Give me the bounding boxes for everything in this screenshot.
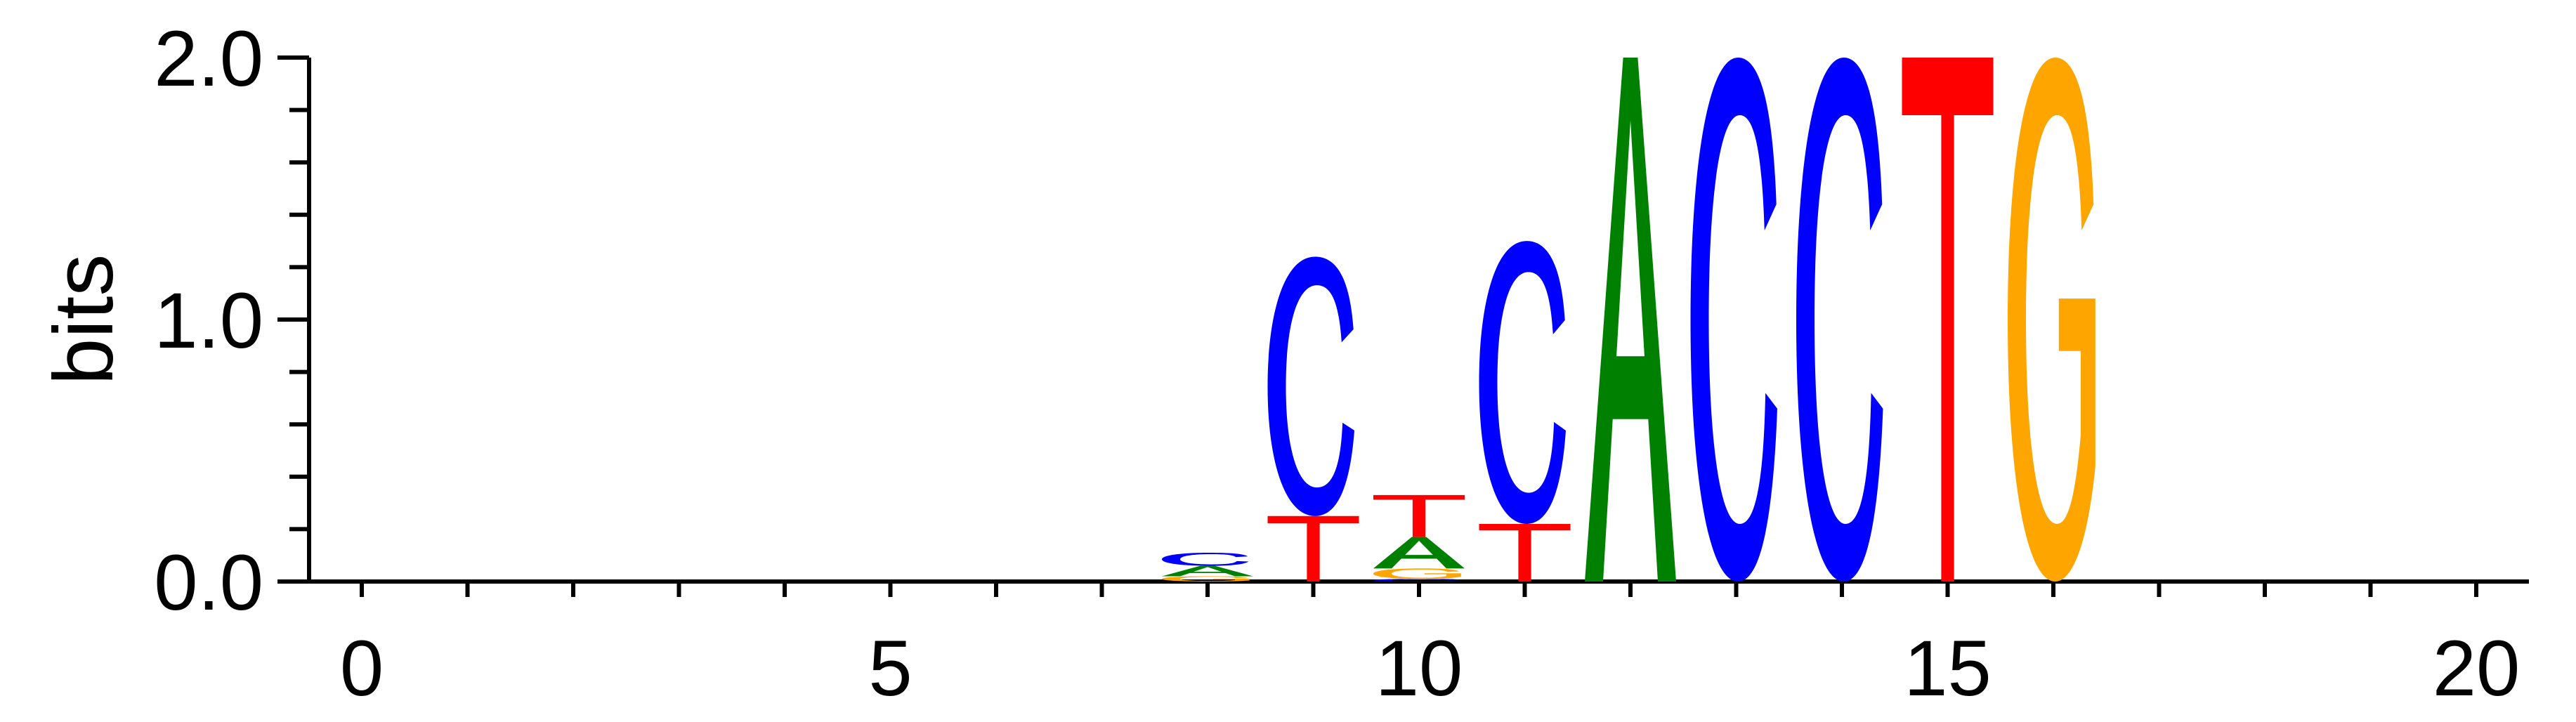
logo-letter-G	[2008, 58, 2096, 582]
y-axis-label: bits	[37, 254, 131, 386]
logo-letter-C	[1162, 552, 1249, 566]
logo-letter-T	[1902, 58, 1994, 582]
logo-stack-11	[1479, 241, 1571, 582]
logo-letter-A	[1373, 537, 1465, 569]
logo-letter-T	[1479, 523, 1571, 582]
logo-letter-C	[1479, 241, 1566, 524]
x-ticks: 0 5 10 15 20	[340, 582, 2520, 712]
x-tick-label: 15	[1904, 624, 1992, 712]
logo-stack-15	[1902, 58, 1994, 582]
x-tick-label: 10	[1375, 624, 1463, 712]
logo-letter-C	[1690, 58, 1777, 582]
logo-letter-A	[1162, 565, 1253, 577]
y-axis: 0.0 1.0 2.0	[154, 15, 311, 626]
y-tick-label: 1.0	[154, 277, 263, 365]
y-ticks: 0.0 1.0 2.0	[154, 15, 309, 626]
logo-letter-T	[1267, 516, 1359, 582]
logo-stack-10	[1373, 494, 1465, 582]
logo-letter-A	[1585, 58, 1676, 582]
x-tick-label: 5	[868, 624, 912, 712]
logo-letter-C	[1373, 579, 1460, 582]
logo-stack-14	[1796, 58, 1883, 582]
y-tick-label: 0.0	[154, 539, 263, 626]
logo-stacks	[1162, 58, 2096, 582]
logo-letter-G	[1373, 568, 1461, 579]
x-axis: 0 5 10 15 20	[309, 579, 2529, 712]
logo-stack-8	[1162, 552, 1253, 582]
logo-stack-13	[1690, 58, 1777, 582]
logo-letter-C	[1267, 256, 1354, 516]
logo-stack-16	[2008, 58, 2096, 582]
x-tick-label: 0	[340, 624, 384, 712]
x-tick-label: 20	[2433, 624, 2521, 712]
logo-letter-C	[1796, 58, 1883, 582]
logo-stack-9	[1267, 256, 1359, 582]
logo-letter-G	[1162, 576, 1250, 582]
y-tick-label: 2.0	[154, 15, 263, 103]
logo-letter-T	[1373, 494, 1465, 537]
logo-stack-12	[1585, 58, 1676, 582]
